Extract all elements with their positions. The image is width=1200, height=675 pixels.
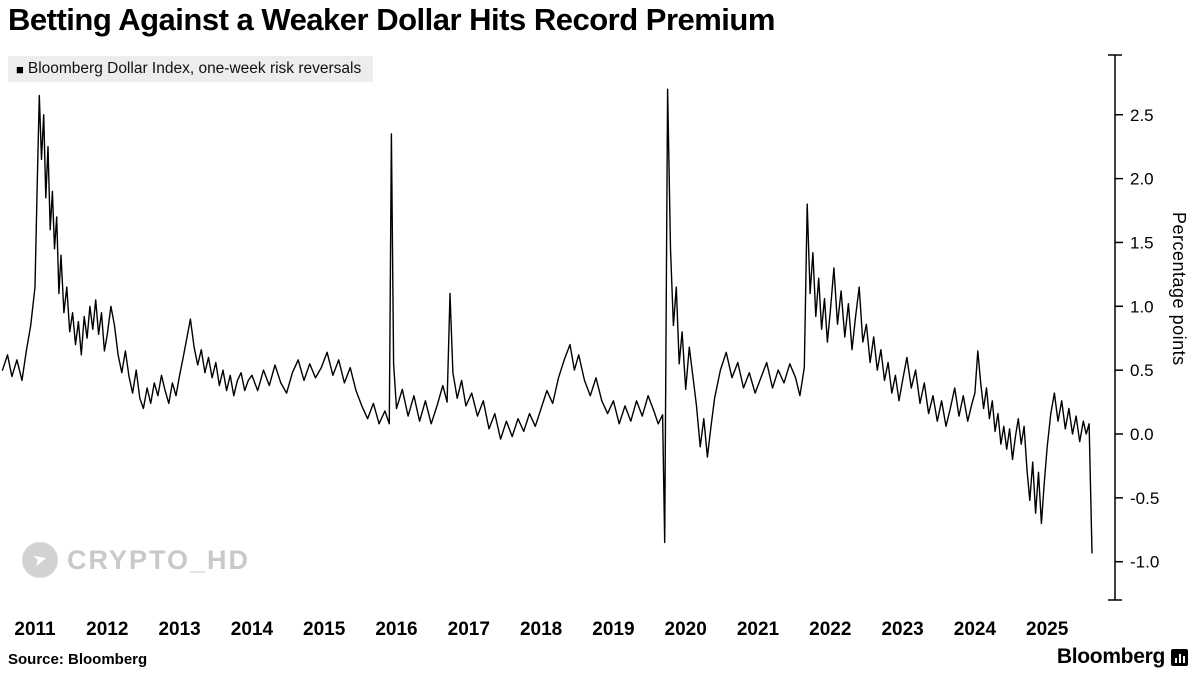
legend-label: Bloomberg Dollar Index, one-week risk re… — [27, 60, 362, 77]
x-axis-tick-label: 2020 — [665, 619, 707, 640]
line-chart: 2.5 2.0 1.5 1.0 0.5 0.0 -0.5 -1.0 2011 2012 2013 20… — [1, 54, 1159, 640]
x-axis-tick-label: 2019 — [592, 619, 634, 640]
x-axis-tick-label: 2012 — [86, 619, 128, 640]
y-axis-tick-label: -0.5 — [1130, 489, 1159, 508]
x-axis-tick-label: 2024 — [954, 619, 997, 640]
x-axis-tick-label: 2022 — [809, 619, 851, 640]
x-axis-tick-label: 2023 — [881, 619, 923, 640]
x-axis-tick-label: 2011 — [14, 619, 56, 640]
telegram-icon: ➤ — [22, 542, 58, 578]
x-axis-tick-label: 2017 — [448, 619, 490, 640]
x-axis-tick-label: 2018 — [520, 619, 562, 640]
bloomberg-chart-icon — [1171, 648, 1188, 666]
y-axis-tick-label: 1.5 — [1130, 233, 1154, 252]
x-axis-tick-label: 2013 — [158, 619, 200, 640]
y-axis-tick-label: 0.5 — [1130, 361, 1154, 380]
bloomberg-logo: Bloomberg — [1057, 645, 1188, 669]
watermark-text: CRYPTO_HD — [67, 544, 251, 575]
source-label: Source: Bloomberg — [8, 651, 148, 668]
bloomberg-logo-text: Bloomberg — [1056, 645, 1165, 668]
legend-swatch-icon: ■ — [16, 61, 24, 77]
y-axis-tick-label: -1.0 — [1130, 553, 1159, 572]
chart-legend: ■ Bloomberg Dollar Index, one-week risk … — [8, 56, 374, 82]
x-axis-tick-label: 2016 — [375, 619, 417, 640]
watermark: ➤ CRYPTO_HD — [22, 542, 250, 578]
y-axis-title: Percentage points — [1169, 212, 1189, 366]
y-axis-tick-label: 2.0 — [1130, 170, 1154, 189]
x-axis-tick-label: 2021 — [737, 619, 780, 640]
series-line — [1, 88, 1093, 554]
page-title: Betting Against a Weaker Dollar Hits Rec… — [8, 2, 775, 37]
x-axis-tick-label: 2015 — [303, 619, 346, 640]
y-axis-tick-label: 2.5 — [1130, 106, 1154, 125]
y-axis-tick-label: 0.0 — [1130, 425, 1154, 444]
x-axis-tick-label: 2014 — [231, 619, 274, 640]
y-axis-tick-label: 1.0 — [1130, 297, 1154, 316]
x-axis-tick-label: 2025 — [1026, 619, 1069, 640]
